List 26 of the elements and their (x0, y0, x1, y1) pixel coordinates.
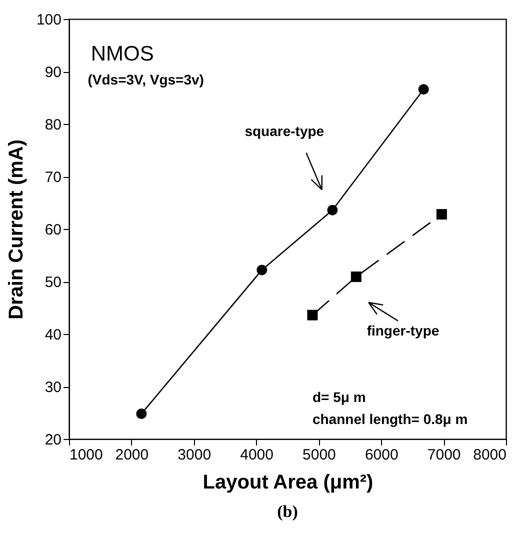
annotation: square-type (244, 122, 324, 139)
annotation: channel length= 0.8μ m (312, 411, 468, 428)
y-tick-label: 80 (44, 116, 62, 134)
annotation: finger-type (366, 322, 440, 338)
annotation: (Vds=3V, Vgs=3v) (88, 71, 204, 88)
y-tick-label: 30 (44, 379, 62, 396)
text: (b) (277, 502, 298, 521)
y-tick-label: 70 (44, 169, 62, 186)
y-tick-label: 100 (36, 12, 62, 28)
y-tick-label: 40 (44, 326, 62, 344)
y-tick-label: 90 (44, 64, 62, 81)
y-tick-label: 20 (44, 432, 62, 448)
x-tick-label: 5000 (302, 446, 336, 464)
y-tick-label: 50 (44, 274, 62, 291)
x-tick-label: 4000 (240, 446, 274, 464)
annotation: d= 5μ m (312, 389, 366, 406)
x-tick-label: 6000 (364, 446, 398, 464)
x-tick-label: 3000 (178, 446, 212, 464)
x-tick-label: 7000 (427, 446, 461, 464)
x-tick-label: 2000 (115, 446, 149, 464)
annotation: NMOS (90, 42, 154, 66)
y-tick-label: 60 (44, 222, 62, 238)
x-tick-label: 1000 (70, 446, 103, 464)
x-axis-title: Layout Area (μm²) (202, 472, 374, 494)
y-axis-title: Drain Current (mA) (5, 139, 28, 320)
x-tick-label: 8000 (473, 446, 506, 464)
